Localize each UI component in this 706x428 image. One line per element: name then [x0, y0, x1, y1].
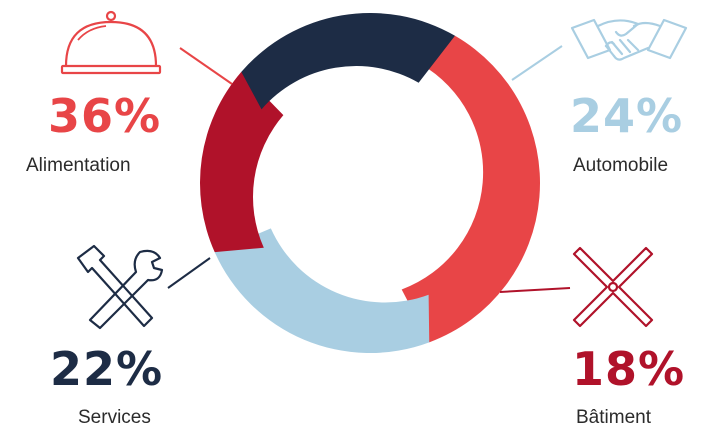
cloche-icon	[60, 10, 162, 75]
label-services: Services	[78, 407, 151, 428]
donut-ring-group	[200, 13, 540, 354]
hammer-wrench-icon	[76, 244, 164, 330]
leader-line-services	[167, 257, 211, 289]
leader-line-alimentation	[179, 47, 233, 85]
handshake-icon	[570, 18, 688, 61]
value-alimentation: 36%	[48, 89, 162, 143]
cross-wrench-icon	[572, 246, 654, 328]
leader-line-automobile	[511, 45, 563, 81]
label-alimentation: Alimentation	[26, 155, 131, 176]
donut-segment-automobile	[214, 228, 430, 354]
value-batiment: 18%	[572, 342, 686, 396]
label-batiment: Bâtiment	[576, 407, 651, 428]
value-automobile: 24%	[570, 89, 684, 143]
value-services: 22%	[50, 342, 164, 396]
donut-segment-services	[241, 13, 455, 110]
donut-segment-btiment	[200, 71, 284, 253]
label-automobile: Automobile	[573, 155, 669, 176]
leader-lines	[167, 45, 571, 293]
leader-line-batiment	[499, 287, 571, 293]
donut-segment-alimentation	[401, 35, 540, 343]
